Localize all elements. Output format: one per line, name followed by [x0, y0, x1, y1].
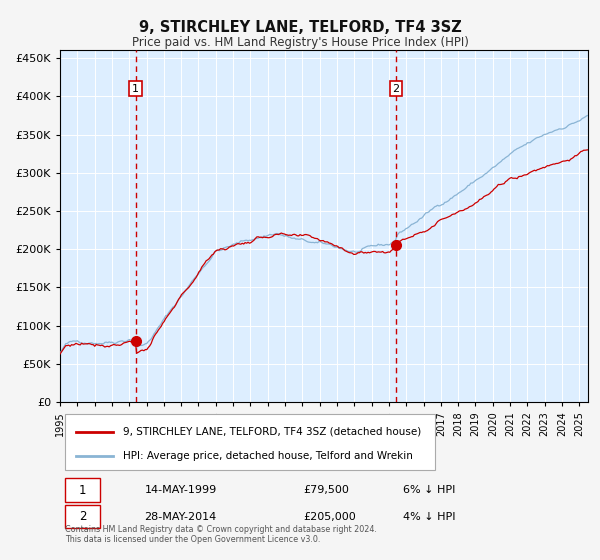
Text: HPI: Average price, detached house, Telford and Wrekin: HPI: Average price, detached house, Telf… [124, 451, 413, 461]
Text: 2: 2 [79, 510, 86, 523]
FancyBboxPatch shape [65, 478, 100, 502]
FancyBboxPatch shape [65, 505, 100, 528]
Text: 14-MAY-1999: 14-MAY-1999 [145, 485, 217, 495]
Text: 1: 1 [79, 484, 86, 497]
Text: 6% ↓ HPI: 6% ↓ HPI [403, 485, 455, 495]
Text: 9, STIRCHLEY LANE, TELFORD, TF4 3SZ: 9, STIRCHLEY LANE, TELFORD, TF4 3SZ [139, 20, 461, 35]
Text: 2: 2 [392, 83, 400, 94]
Text: 9, STIRCHLEY LANE, TELFORD, TF4 3SZ (detached house): 9, STIRCHLEY LANE, TELFORD, TF4 3SZ (det… [124, 427, 422, 437]
Text: £205,000: £205,000 [303, 511, 356, 521]
Text: Contains HM Land Registry data © Crown copyright and database right 2024.
This d: Contains HM Land Registry data © Crown c… [65, 525, 377, 544]
Text: Price paid vs. HM Land Registry's House Price Index (HPI): Price paid vs. HM Land Registry's House … [131, 36, 469, 49]
FancyBboxPatch shape [65, 414, 435, 470]
Text: 28-MAY-2014: 28-MAY-2014 [145, 511, 217, 521]
Text: £79,500: £79,500 [303, 485, 349, 495]
Text: 1: 1 [132, 83, 139, 94]
Text: 4% ↓ HPI: 4% ↓ HPI [403, 511, 456, 521]
